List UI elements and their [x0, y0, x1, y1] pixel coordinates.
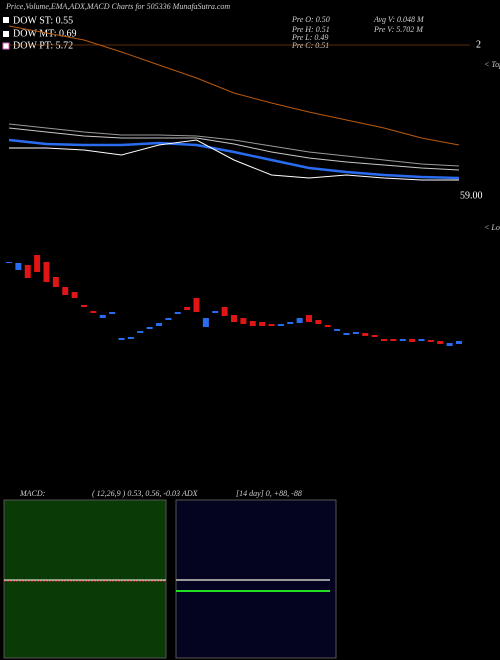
candle: [184, 307, 191, 310]
candle: [249, 321, 256, 326]
candle: [343, 333, 350, 335]
candle: [193, 298, 200, 312]
candle: [6, 262, 12, 263]
right-marker: 2: [476, 39, 481, 50]
candle: [362, 333, 369, 336]
ema-line: [8, 25, 460, 146]
candle: [456, 341, 462, 344]
candle: [446, 343, 453, 346]
dow-pt: DOW PT: 5.72: [13, 40, 73, 51]
candle: [81, 305, 87, 307]
candle: [240, 318, 247, 324]
candle: [34, 255, 41, 272]
candle: [109, 312, 116, 314]
candle: [62, 287, 69, 295]
candle: [146, 327, 153, 329]
candle: [371, 335, 378, 337]
pre-close: Pre C: 0.51: [291, 41, 329, 50]
macd-params: ( 12,26,9 ) 0.53, 0.56, -0.03: [92, 489, 180, 498]
candle: [15, 263, 22, 270]
adx-label: ADX: [181, 489, 199, 498]
candle: [127, 337, 134, 339]
adx-params: [14 day] 0, +88, -88: [236, 489, 302, 498]
candle: [277, 324, 284, 326]
candle: [174, 312, 181, 314]
candle: [231, 315, 237, 322]
ema-line: [8, 127, 460, 171]
candle: [418, 339, 425, 341]
candle: [156, 323, 162, 326]
legend-swatch: [3, 31, 9, 37]
candle: [99, 315, 106, 318]
candle: [399, 339, 406, 341]
candle: [268, 324, 275, 326]
legend-swatch: [2, 42, 10, 50]
dow-mt: DOW MT: 0.69: [13, 28, 76, 39]
candle: [427, 340, 434, 342]
ema-line: [8, 138, 460, 180]
candle: [71, 292, 78, 298]
candle: [52, 277, 59, 287]
candle: [352, 332, 359, 334]
tops-label: < Tops: [484, 60, 500, 69]
candle: [390, 339, 397, 341]
candle: [221, 307, 228, 316]
candle: [334, 329, 341, 331]
candle: [165, 318, 172, 320]
candle: [437, 341, 444, 344]
lows-label: < Lows: [484, 223, 500, 232]
legend-swatch: [3, 17, 9, 23]
ema-line: [9, 139, 459, 181]
macd-panel: [3, 499, 167, 659]
candle: [90, 311, 97, 313]
candle: [315, 320, 322, 324]
candle: [306, 315, 312, 322]
chart-title: Price,Volume,EMA,ADX,MACD Charts for 505…: [5, 2, 230, 11]
avg-volume: Avg V: 0.048 M: [373, 15, 425, 24]
candle: [381, 339, 387, 341]
macd-label: MACD:: [19, 489, 46, 498]
candle: [24, 265, 31, 278]
candle: [287, 322, 294, 324]
pre-low: Pre L: 0.49: [291, 33, 328, 42]
candle: [296, 318, 303, 323]
candle: [212, 311, 219, 313]
candle: [137, 331, 144, 333]
candle: [324, 325, 331, 327]
pre-volume: Pre V: 5.702 M: [373, 25, 424, 34]
pre-open: Pre O: 0.50: [291, 15, 330, 24]
candle: [259, 322, 266, 326]
pre-high: Pre H: 0.51: [291, 25, 330, 34]
ema-line: [8, 123, 460, 167]
candle: [43, 262, 50, 282]
dow-st: DOW ST: 0.55: [13, 15, 73, 26]
candle: [409, 339, 416, 342]
candle: [118, 338, 125, 340]
candle: [202, 318, 209, 327]
price-label: 59.00: [460, 190, 483, 201]
